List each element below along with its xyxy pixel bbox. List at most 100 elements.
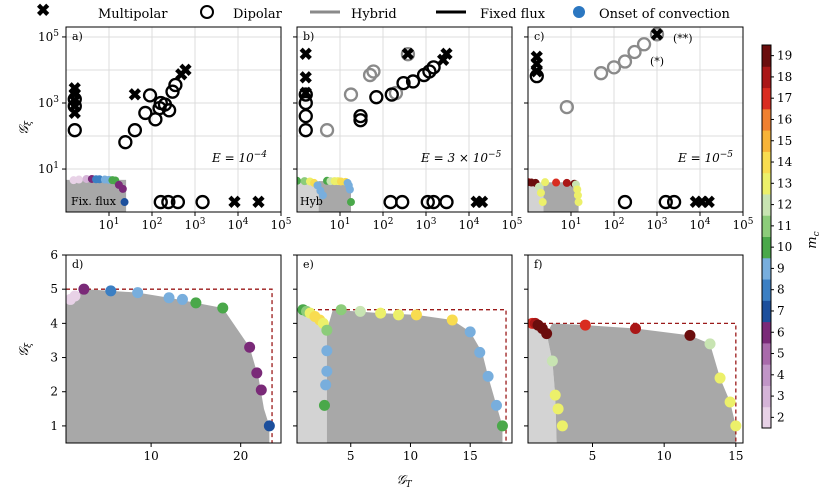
- y-tick-label: 105: [38, 29, 59, 44]
- colorbar-cell: [762, 321, 771, 344]
- colorbar-tick-label: 10: [777, 240, 792, 254]
- colorbar-tick-label: 16: [777, 112, 792, 126]
- onset-marker: [684, 329, 696, 341]
- y-tick-label: 103: [38, 95, 59, 110]
- multipolar-marker: ✖: [530, 48, 544, 68]
- dipolar-marker: [298, 95, 313, 111]
- legend-fixed-flux-label: Fixed flux: [480, 7, 546, 22]
- hybrid-dipolar-marker: [617, 54, 633, 69]
- multipolar-marker: ✖: [469, 193, 483, 213]
- dipolar-marker: [298, 87, 313, 102]
- onset-marker: [546, 355, 558, 367]
- multipolar-marker: ✖: [695, 193, 709, 213]
- onset-marker: [446, 314, 458, 326]
- hybrid-dipolar-marker: [319, 123, 335, 138]
- colorbar-tick-label: 13: [777, 176, 792, 190]
- dipolar-marker: [298, 123, 313, 138]
- x-tick-label: 15: [463, 449, 478, 463]
- y-tick-label: 2: [50, 385, 58, 399]
- onset-marker: [520, 178, 528, 186]
- multipolar-marker: ✖: [299, 68, 313, 88]
- onset-marker: [552, 403, 564, 415]
- x-tick-label: 101: [329, 217, 350, 232]
- colorbar-cell: [762, 406, 771, 429]
- multipolar-marker: ✖: [227, 193, 241, 213]
- multipolar-marker: ✖: [174, 66, 188, 86]
- hybrid-dipolar-marker: [636, 37, 652, 52]
- x-tick-label: 103: [415, 217, 436, 232]
- onset-marker: [263, 420, 275, 432]
- onset-marker: [579, 319, 591, 331]
- onset-marker: [345, 185, 354, 194]
- onset-marker: [190, 297, 202, 309]
- dipolar-marker: [369, 90, 384, 105]
- dipolar-marker: [384, 87, 399, 102]
- multipolar-marker: ✖: [702, 193, 716, 213]
- onset-marker: [105, 285, 117, 297]
- onset-marker: [549, 389, 561, 401]
- colorbar-cell: [762, 385, 771, 408]
- onset-marker: [410, 309, 422, 321]
- plot-area: ✖✖✖✖✖✖✖: [520, 27, 743, 213]
- hybrid-dipolar-marker: [362, 67, 378, 83]
- axes-frame: [296, 254, 513, 444]
- colorbar-cell: [762, 342, 771, 365]
- onset-marker: [556, 420, 568, 432]
- legend-multipolar-marker: ✖: [36, 1, 50, 21]
- colorbar-tick-label: 14: [777, 155, 793, 169]
- onset-marker: [552, 178, 561, 187]
- onset-marker: [474, 346, 486, 358]
- panel-label: f): [534, 258, 542, 271]
- x-tick-label: 15: [728, 449, 743, 463]
- dipolar-marker: [170, 194, 186, 210]
- multipolar-marker: ✖: [436, 51, 450, 71]
- panel-label: a): [72, 30, 83, 43]
- panel-label: b): [303, 30, 314, 43]
- onset-marker: [318, 191, 327, 200]
- onset-marker: [318, 399, 330, 411]
- dipolar-marker: [617, 194, 633, 210]
- annotation-star2: (**): [673, 32, 693, 45]
- onset-marker: [482, 370, 494, 382]
- annotation-E-c: E = 10−5: [677, 150, 733, 165]
- onset-marker: [490, 399, 502, 411]
- dipolar-marker: [395, 194, 410, 210]
- x-tick-label: 5: [347, 449, 355, 463]
- dipolar-marker: [142, 88, 158, 103]
- dipolar-marker: [168, 77, 183, 93]
- x-tick-label: 102: [603, 217, 624, 232]
- legend: ✖ Multipolar Dipolar Hybrid Fixed flux O…: [36, 1, 731, 22]
- dipolar-marker: [383, 194, 398, 210]
- onset-marker: [573, 185, 582, 194]
- dipolar-marker: [67, 99, 82, 114]
- dipolar-marker: [426, 60, 441, 75]
- hybrid-dipolar-marker: [627, 44, 642, 60]
- axes-frame: [527, 26, 744, 213]
- hybrid-dipolar-marker: [366, 64, 381, 79]
- multipolar-marker: ✖: [251, 193, 265, 213]
- onset-marker: [630, 322, 641, 334]
- dipolar-marker: [153, 194, 168, 210]
- onset-marker: [335, 304, 347, 316]
- colorbar-tick-label: 9: [777, 261, 785, 275]
- x-tick-label: 10: [657, 449, 672, 463]
- y-tick-label: 1: [50, 419, 58, 433]
- dipolar-marker: [165, 84, 180, 99]
- multipolar-marker: ✖: [530, 62, 544, 82]
- x-tick-label: 102: [372, 217, 393, 232]
- colorbar: 2 3 4 5 6 7 8 9 10 11 12 13 14 15 16 17 18 19 mc: [761, 44, 822, 429]
- colorbar-cell: [762, 66, 771, 89]
- colorbar-tick-label: 5: [777, 347, 785, 361]
- onset-marker: [321, 324, 333, 336]
- plot-area: ✖✖✖✖✖✖✖✖: [297, 27, 512, 213]
- multipolar-marker: ✖: [68, 80, 82, 100]
- dipolar-marker: [529, 68, 544, 84]
- dipolar-marker: [118, 135, 133, 150]
- multipolar-marker: ✖: [475, 193, 489, 213]
- onset-marker: [354, 305, 366, 317]
- hybrid-dipolar-marker: [649, 27, 665, 42]
- colorbar-tick-label: 6: [777, 325, 785, 339]
- onset-marker: [217, 302, 229, 314]
- multipolar-marker: ✖: [439, 45, 453, 65]
